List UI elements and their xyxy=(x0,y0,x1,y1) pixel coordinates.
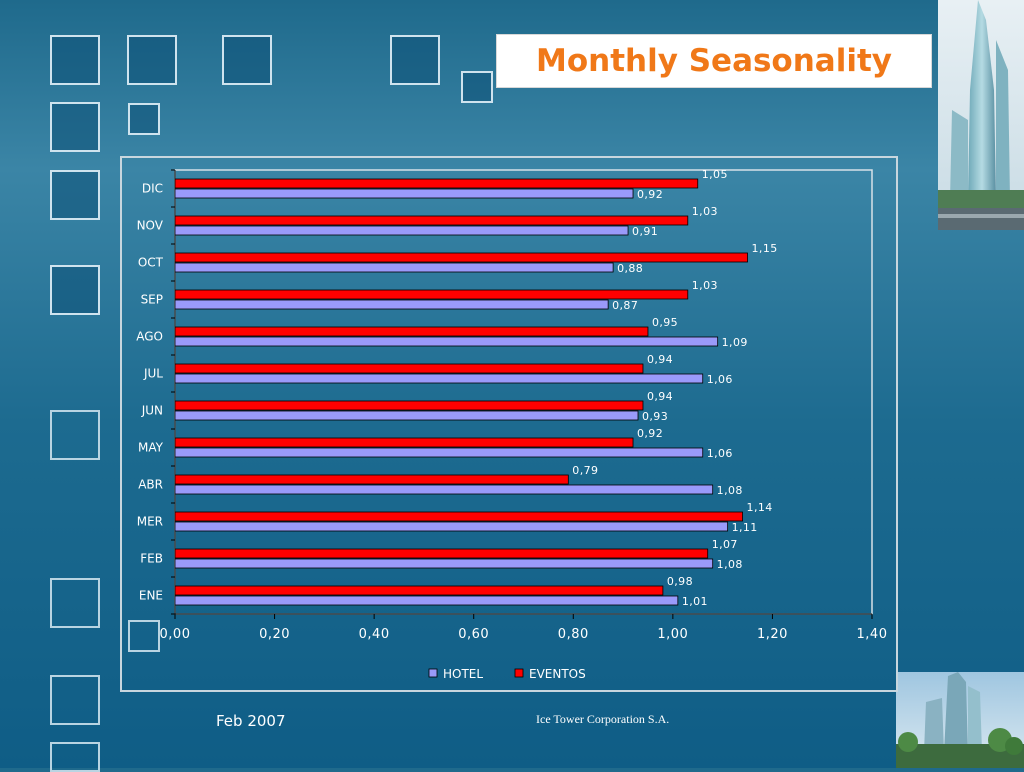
x-tick-label: 1,20 xyxy=(757,627,788,642)
eventos-data-label: 0,79 xyxy=(572,464,598,477)
category-label: JUL xyxy=(143,367,163,381)
hotel-data-label: 1,11 xyxy=(732,521,758,534)
decorative-square xyxy=(222,35,272,85)
decorative-square xyxy=(128,620,160,652)
decorative-square xyxy=(390,35,440,85)
category-label: OCT xyxy=(138,256,164,270)
eventos-data-label: 1,14 xyxy=(747,501,773,514)
legend-eventos-label: EVENTOS xyxy=(529,667,586,681)
decorative-square xyxy=(50,170,100,220)
x-tick-label: 0,20 xyxy=(259,627,290,642)
decorative-square xyxy=(50,675,100,725)
hotel-bar xyxy=(174,299,609,310)
x-tick-label: 1,00 xyxy=(657,627,688,642)
x-tick-label: 0,80 xyxy=(558,627,589,642)
eventos-bar xyxy=(174,178,699,189)
footer-date: Feb 2007 xyxy=(216,712,286,730)
decorative-square xyxy=(461,71,493,103)
category-label: FEB xyxy=(140,552,163,566)
hotel-bar xyxy=(174,521,729,532)
eventos-data-label: 0,98 xyxy=(667,575,693,588)
eventos-data-label: 1,07 xyxy=(712,538,738,551)
category-label: MAY xyxy=(138,441,164,455)
x-tick-label: 1,40 xyxy=(857,627,888,642)
eventos-bar xyxy=(174,548,709,559)
tower-photo xyxy=(896,672,1024,768)
hotel-bar xyxy=(174,447,704,458)
eventos-bar xyxy=(174,363,644,374)
eventos-data-label: 0,94 xyxy=(647,390,673,403)
x-tick-label: 0,40 xyxy=(359,627,390,642)
decorative-square xyxy=(50,578,100,628)
footer-company: Ice Tower Corporation S.A. xyxy=(536,712,670,726)
category-label: MER xyxy=(137,515,163,529)
legend-eventos-swatch xyxy=(514,668,524,678)
eventos-bar xyxy=(174,252,748,263)
eventos-data-label: 1,15 xyxy=(752,242,778,255)
legend-hotel-label: HOTEL xyxy=(443,667,483,681)
bar-chart: 0,00 0,20 0,40 0,60 0,80 1,00 1,20 1,40 ENE 0,98… xyxy=(136,168,888,681)
category-label: DIC xyxy=(142,182,163,196)
eventos-data-label: 1,03 xyxy=(692,279,718,292)
x-tick-label: 0,00 xyxy=(160,627,191,642)
hotel-bar xyxy=(174,484,714,495)
eventos-bar xyxy=(174,400,644,411)
x-tick-label: 0,60 xyxy=(458,627,489,642)
eventos-data-label: 0,94 xyxy=(647,353,673,366)
hotel-bar xyxy=(174,373,704,384)
legend-hotel-swatch xyxy=(428,668,438,678)
eventos-data-label: 1,03 xyxy=(692,205,718,218)
decorative-square xyxy=(50,410,100,460)
category-label: NOV xyxy=(137,219,164,233)
hotel-data-label: 1,06 xyxy=(707,373,733,386)
hotel-data-label: 0,87 xyxy=(612,299,638,312)
eventos-bar xyxy=(174,215,689,226)
category-label: AGO xyxy=(136,330,163,344)
eventos-bar xyxy=(174,289,689,300)
eventos-data-label: 1,05 xyxy=(702,168,728,181)
eventos-data-label: 0,95 xyxy=(652,316,678,329)
hotel-data-label: 1,01 xyxy=(682,595,708,608)
hotel-data-label: 1,08 xyxy=(717,558,743,571)
decorative-square xyxy=(50,102,100,152)
tower-photo xyxy=(938,0,1024,230)
hotel-data-label: 0,91 xyxy=(632,225,658,238)
decorative-square xyxy=(50,265,100,315)
plot-area xyxy=(174,169,873,615)
chart-container: 0,00 0,20 0,40 0,60 0,80 1,00 1,20 1,40 ENE 0,98… xyxy=(120,156,898,692)
page-title: Monthly Seasonality xyxy=(535,43,892,79)
hotel-bar xyxy=(174,262,614,273)
hotel-data-label: 0,93 xyxy=(642,410,668,423)
hotel-data-label: 1,08 xyxy=(717,484,743,497)
eventos-bar xyxy=(174,437,634,448)
hotel-data-label: 1,09 xyxy=(722,336,748,349)
title-banner: Monthly Seasonality xyxy=(496,34,932,88)
eventos-data-label: 0,92 xyxy=(637,427,663,440)
eventos-bar xyxy=(174,511,743,522)
hotel-bar xyxy=(174,595,679,606)
eventos-bar xyxy=(174,474,569,485)
category-label: JUN xyxy=(141,404,163,418)
decorative-square xyxy=(50,35,100,85)
hotel-data-label: 0,92 xyxy=(637,188,663,201)
hotel-bar xyxy=(174,225,629,236)
category-label: ABR xyxy=(138,478,163,492)
hotel-data-label: 0,88 xyxy=(617,262,643,275)
decorative-square xyxy=(127,35,177,85)
hotel-bar xyxy=(174,410,639,421)
hotel-bar xyxy=(174,558,714,569)
eventos-bar xyxy=(174,585,664,596)
hotel-bar xyxy=(174,188,634,199)
hotel-data-label: 1,06 xyxy=(707,447,733,460)
decorative-square xyxy=(128,103,160,135)
eventos-bar xyxy=(174,326,649,337)
category-label: SEP xyxy=(141,293,163,307)
hotel-bar xyxy=(174,336,719,347)
category-label: ENE xyxy=(139,589,163,603)
